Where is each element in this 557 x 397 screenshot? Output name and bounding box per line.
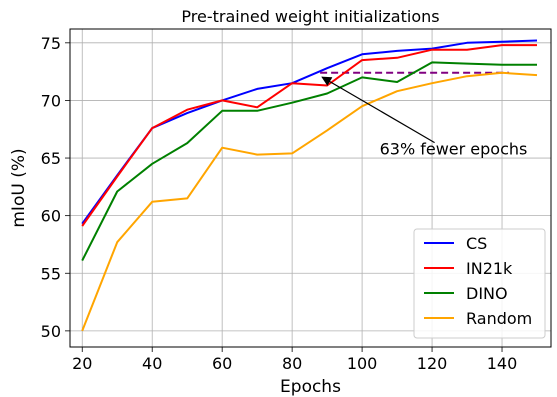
y-tick-label: 55 (41, 264, 61, 283)
legend-label-in21k: IN21k (466, 259, 513, 278)
chart-title: Pre-trained weight initializations (181, 7, 439, 26)
legend-label-cs: CS (466, 234, 487, 253)
legend: CS IN21k DINO Random (413, 228, 546, 339)
x-tick-label: 20 (72, 354, 92, 373)
x-tick-label: 100 (347, 354, 378, 373)
x-tick-label: 60 (212, 354, 232, 373)
series-line-random (81, 71, 538, 332)
x-tick-label: 120 (417, 354, 448, 373)
x-tick-label: 140 (487, 354, 518, 373)
y-tick-label: 65 (41, 149, 61, 168)
x-axis-label: Epochs (280, 377, 341, 397)
x-tick-label: 80 (282, 354, 302, 373)
annotation-text: 63% fewer epochs (380, 140, 528, 159)
annotation-arrow (321, 76, 435, 144)
series-layer (81, 39, 538, 332)
annotation-layer: 63% fewer epochs (321, 76, 528, 159)
tick-layer: 20 40 60 80 100 120 140 50 55 60 65 70 75 (41, 34, 518, 373)
y-tick-label: 70 (41, 91, 61, 110)
series-line-in21k (81, 44, 537, 227)
legend-box (413, 228, 546, 339)
y-tick-label: 75 (41, 34, 61, 53)
legend-label-dino: DINO (466, 284, 508, 303)
y-axis-label: mIoU (%) (9, 148, 29, 227)
series-line-dino (81, 61, 537, 262)
y-tick-label: 50 (41, 322, 61, 341)
x-tick-label: 40 (142, 354, 162, 373)
legend-label-random: Random (466, 309, 532, 328)
y-tick-label: 60 (41, 207, 61, 226)
plot-frame (69, 28, 552, 348)
